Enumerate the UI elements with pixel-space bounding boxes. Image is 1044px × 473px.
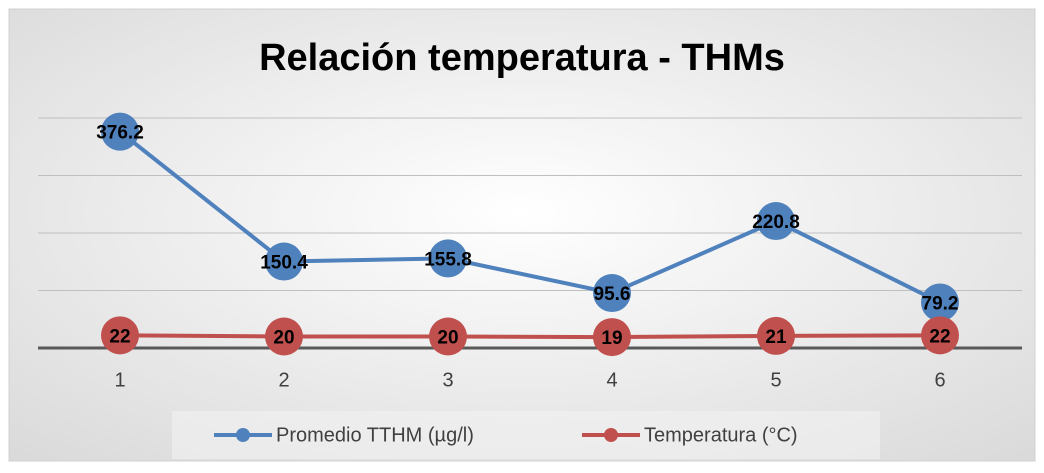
data-label: 22 — [929, 326, 950, 347]
data-label: 22 — [109, 326, 130, 347]
legend-box — [172, 411, 880, 459]
data-point — [429, 317, 467, 356]
x-tick-label: 4 — [606, 369, 617, 391]
data-label: 150.4 — [260, 253, 308, 274]
data-label: 21 — [765, 327, 787, 348]
data-point — [921, 316, 959, 355]
data-point — [921, 283, 959, 322]
data-label: 95.6 — [594, 284, 631, 305]
chart-background — [8, 8, 1036, 462]
data-point — [593, 318, 631, 357]
data-point — [101, 316, 139, 355]
x-tick-label: 2 — [278, 369, 289, 391]
data-point — [265, 242, 303, 281]
data-point — [593, 274, 631, 313]
x-tick-label: 3 — [442, 369, 453, 391]
data-label: 79.2 — [922, 293, 959, 314]
legend-label: Promedio TTHM (µg/l) — [276, 424, 474, 446]
legend-swatch-marker — [604, 428, 618, 442]
data-point — [757, 202, 795, 241]
series-line — [118, 130, 941, 305]
x-tick-label: 5 — [770, 369, 781, 391]
data-label: 19 — [601, 328, 622, 349]
data-point — [429, 239, 467, 278]
data-point — [101, 112, 139, 151]
x-tick-label: 1 — [114, 369, 125, 391]
data-label: 20 — [273, 328, 294, 349]
legend-label: Temperatura (°C) — [644, 424, 798, 446]
data-point — [757, 316, 795, 355]
series-line — [119, 333, 941, 340]
data-label: 220.8 — [752, 212, 800, 233]
data-label: 376.2 — [96, 123, 144, 144]
data-label: 20 — [437, 328, 458, 349]
legend-swatch-marker — [236, 428, 250, 442]
data-label: 155.8 — [424, 249, 472, 270]
data-point — [265, 317, 303, 356]
chart-title: Relación temperatura - THMs — [259, 37, 785, 79]
x-tick-label: 6 — [934, 369, 945, 391]
